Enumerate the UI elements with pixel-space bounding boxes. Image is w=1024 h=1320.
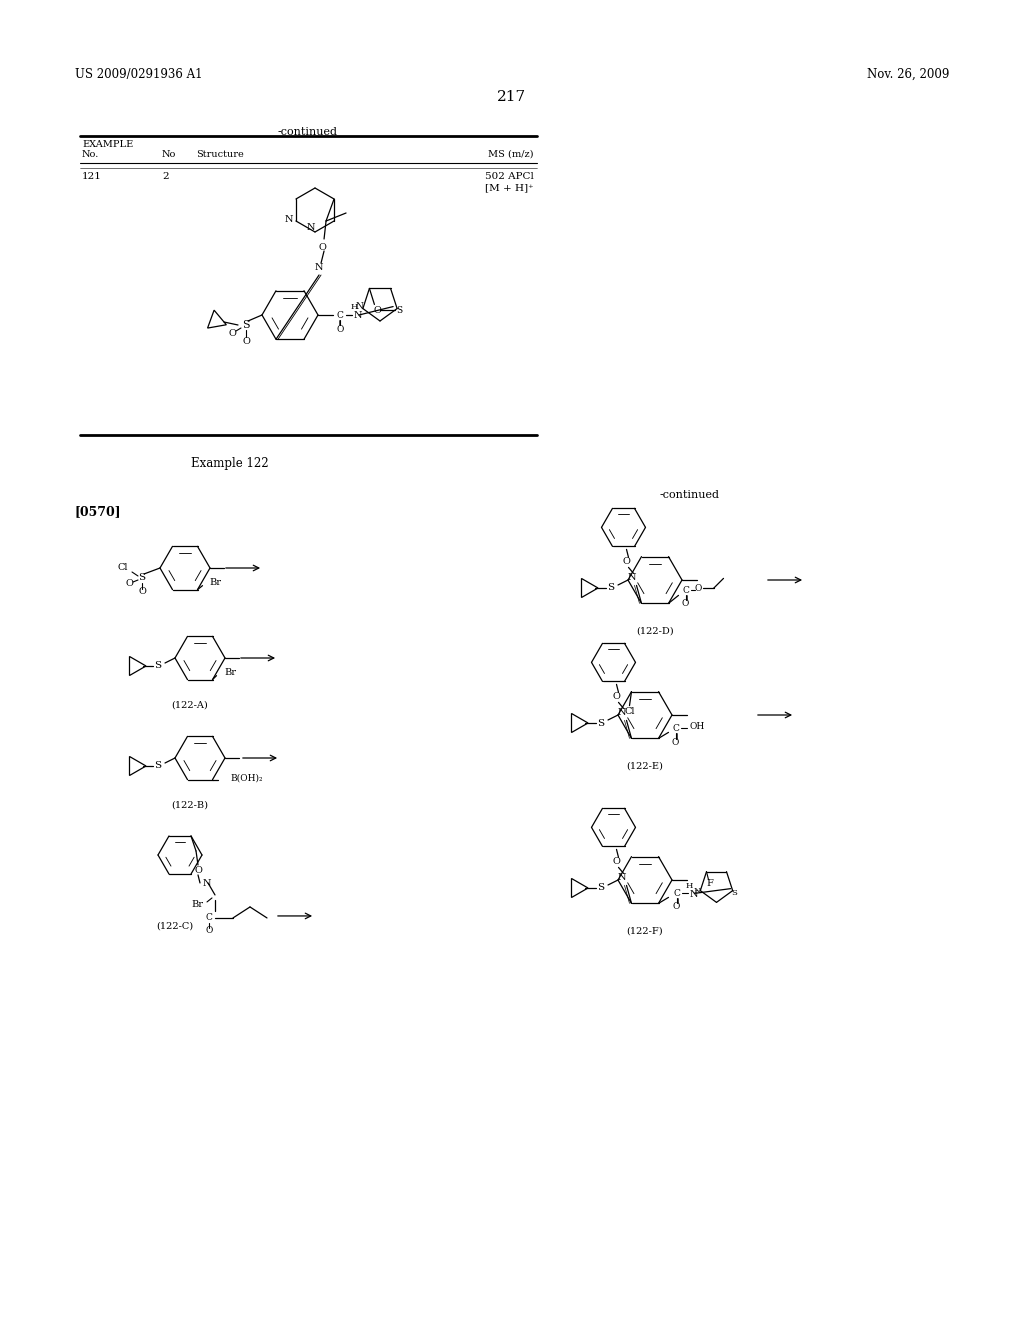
Text: (122-B): (122-B) [171,801,209,810]
Text: No: No [162,150,176,158]
Text: O: O [612,857,621,866]
Text: Br: Br [191,900,203,909]
Text: N: N [689,890,698,899]
Text: N: N [617,708,626,717]
Text: [M + H]⁺: [M + H]⁺ [485,183,534,191]
Text: S: S [396,306,402,315]
Text: N: N [354,312,362,321]
Text: C: C [682,586,689,595]
Text: O: O [125,578,133,587]
Text: 502 APCl: 502 APCl [485,172,534,181]
Text: Cl: Cl [625,708,635,717]
Text: O: O [318,243,326,252]
Text: O: O [336,325,344,334]
Text: 217: 217 [498,90,526,104]
Text: -continued: -continued [660,490,720,500]
Text: O: O [228,329,236,338]
Text: Nov. 26, 2009: Nov. 26, 2009 [866,69,949,81]
Text: O: O [682,599,689,609]
Text: EXAMPLE: EXAMPLE [82,140,133,149]
Text: S: S [597,718,604,727]
Text: N: N [693,887,701,895]
Text: O: O [612,692,621,701]
Text: -continued: -continued [278,127,338,137]
Text: US 2009/0291936 A1: US 2009/0291936 A1 [75,69,203,81]
Text: H: H [350,304,357,312]
Text: S: S [597,883,604,892]
Text: (122-C): (122-C) [157,921,194,931]
Text: O: O [138,587,146,597]
Text: C: C [672,723,679,733]
Text: No.: No. [82,150,99,158]
Text: N: N [628,573,636,582]
Text: S: S [138,573,145,582]
Text: (122-F): (122-F) [627,927,664,936]
Text: N: N [307,223,315,232]
Text: N: N [314,263,324,272]
Text: O: O [673,902,680,911]
Text: OH: OH [689,722,705,731]
Text: S: S [243,319,250,330]
Text: MS (m/z): MS (m/z) [488,150,534,158]
Text: Structure: Structure [196,150,244,158]
Text: H: H [686,882,693,891]
Text: C: C [673,888,680,898]
Text: S: S [155,661,162,671]
Text: O: O [623,557,631,566]
Text: O: O [206,927,213,936]
Text: Br: Br [210,578,221,587]
Text: 121: 121 [82,172,101,181]
Text: S: S [607,583,614,593]
Text: (122-E): (122-E) [627,762,664,771]
Text: S: S [155,762,162,771]
Text: C: C [206,913,212,923]
Text: N: N [285,214,293,223]
Text: O: O [695,583,702,593]
Text: C: C [337,310,343,319]
Text: (122-A): (122-A) [172,701,208,710]
Text: [0570]: [0570] [75,506,122,517]
Text: Cl: Cl [118,564,128,573]
Text: B(OH)₂: B(OH)₂ [230,774,263,783]
Text: Example 122: Example 122 [191,457,269,470]
Text: (122-D): (122-D) [636,627,674,636]
Text: S: S [732,888,737,896]
Text: O: O [374,306,381,315]
Text: O: O [242,337,250,346]
Text: N: N [203,879,212,888]
Text: N: N [617,873,626,882]
Text: N: N [356,302,364,312]
Text: O: O [195,866,202,875]
Text: F: F [707,879,713,888]
Text: Br: Br [224,668,237,677]
Text: O: O [672,738,679,747]
Text: 2: 2 [162,172,169,181]
